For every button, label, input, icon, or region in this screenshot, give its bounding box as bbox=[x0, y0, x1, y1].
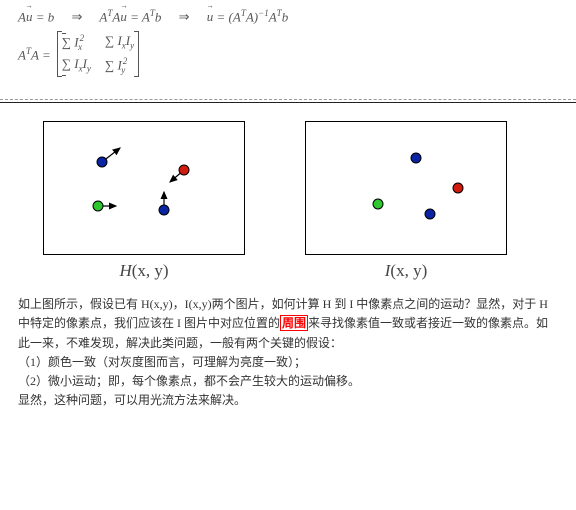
highlight-word: 周围 bbox=[280, 315, 308, 331]
equation-line-2: ATA = ∑ I2x ∑ IxIy ∑ IxIy ∑ I2y bbox=[18, 31, 558, 77]
list-item-1: （1）颜色一致（对灰度图而言，可理解为亮度一致）； bbox=[18, 353, 558, 372]
paragraph-2: 显然，这种问题，可以用光流方法来解决。 bbox=[18, 391, 558, 410]
figure-I: I(x, y) bbox=[305, 121, 507, 281]
divider-dashed bbox=[0, 99, 576, 100]
paragraph-1: 如上图所示，假设已有 H(x,y)，I(x,y)两个图片，如何计算 H 到 I … bbox=[18, 295, 558, 353]
figure-H-svg bbox=[43, 121, 245, 255]
list-item-2: （2）微小运动；即，每个像素点，都不会产生较大的运动偏移。 bbox=[18, 372, 558, 391]
figure-H: H(x, y) bbox=[43, 121, 245, 281]
figures-row: H(x, y) I(x, y) bbox=[43, 121, 558, 281]
divider-solid bbox=[0, 102, 576, 103]
matrix: ∑ I2x ∑ IxIy ∑ IxIy ∑ I2y bbox=[57, 31, 139, 77]
equation-line-1: Au = b ⇒ ATAu = ATb ⇒ u = (ATA)−1ATb bbox=[18, 8, 558, 25]
figure-H-label: H(x, y) bbox=[43, 261, 245, 281]
figure-I-svg bbox=[305, 121, 507, 255]
figure-I-label: I(x, y) bbox=[305, 261, 507, 281]
